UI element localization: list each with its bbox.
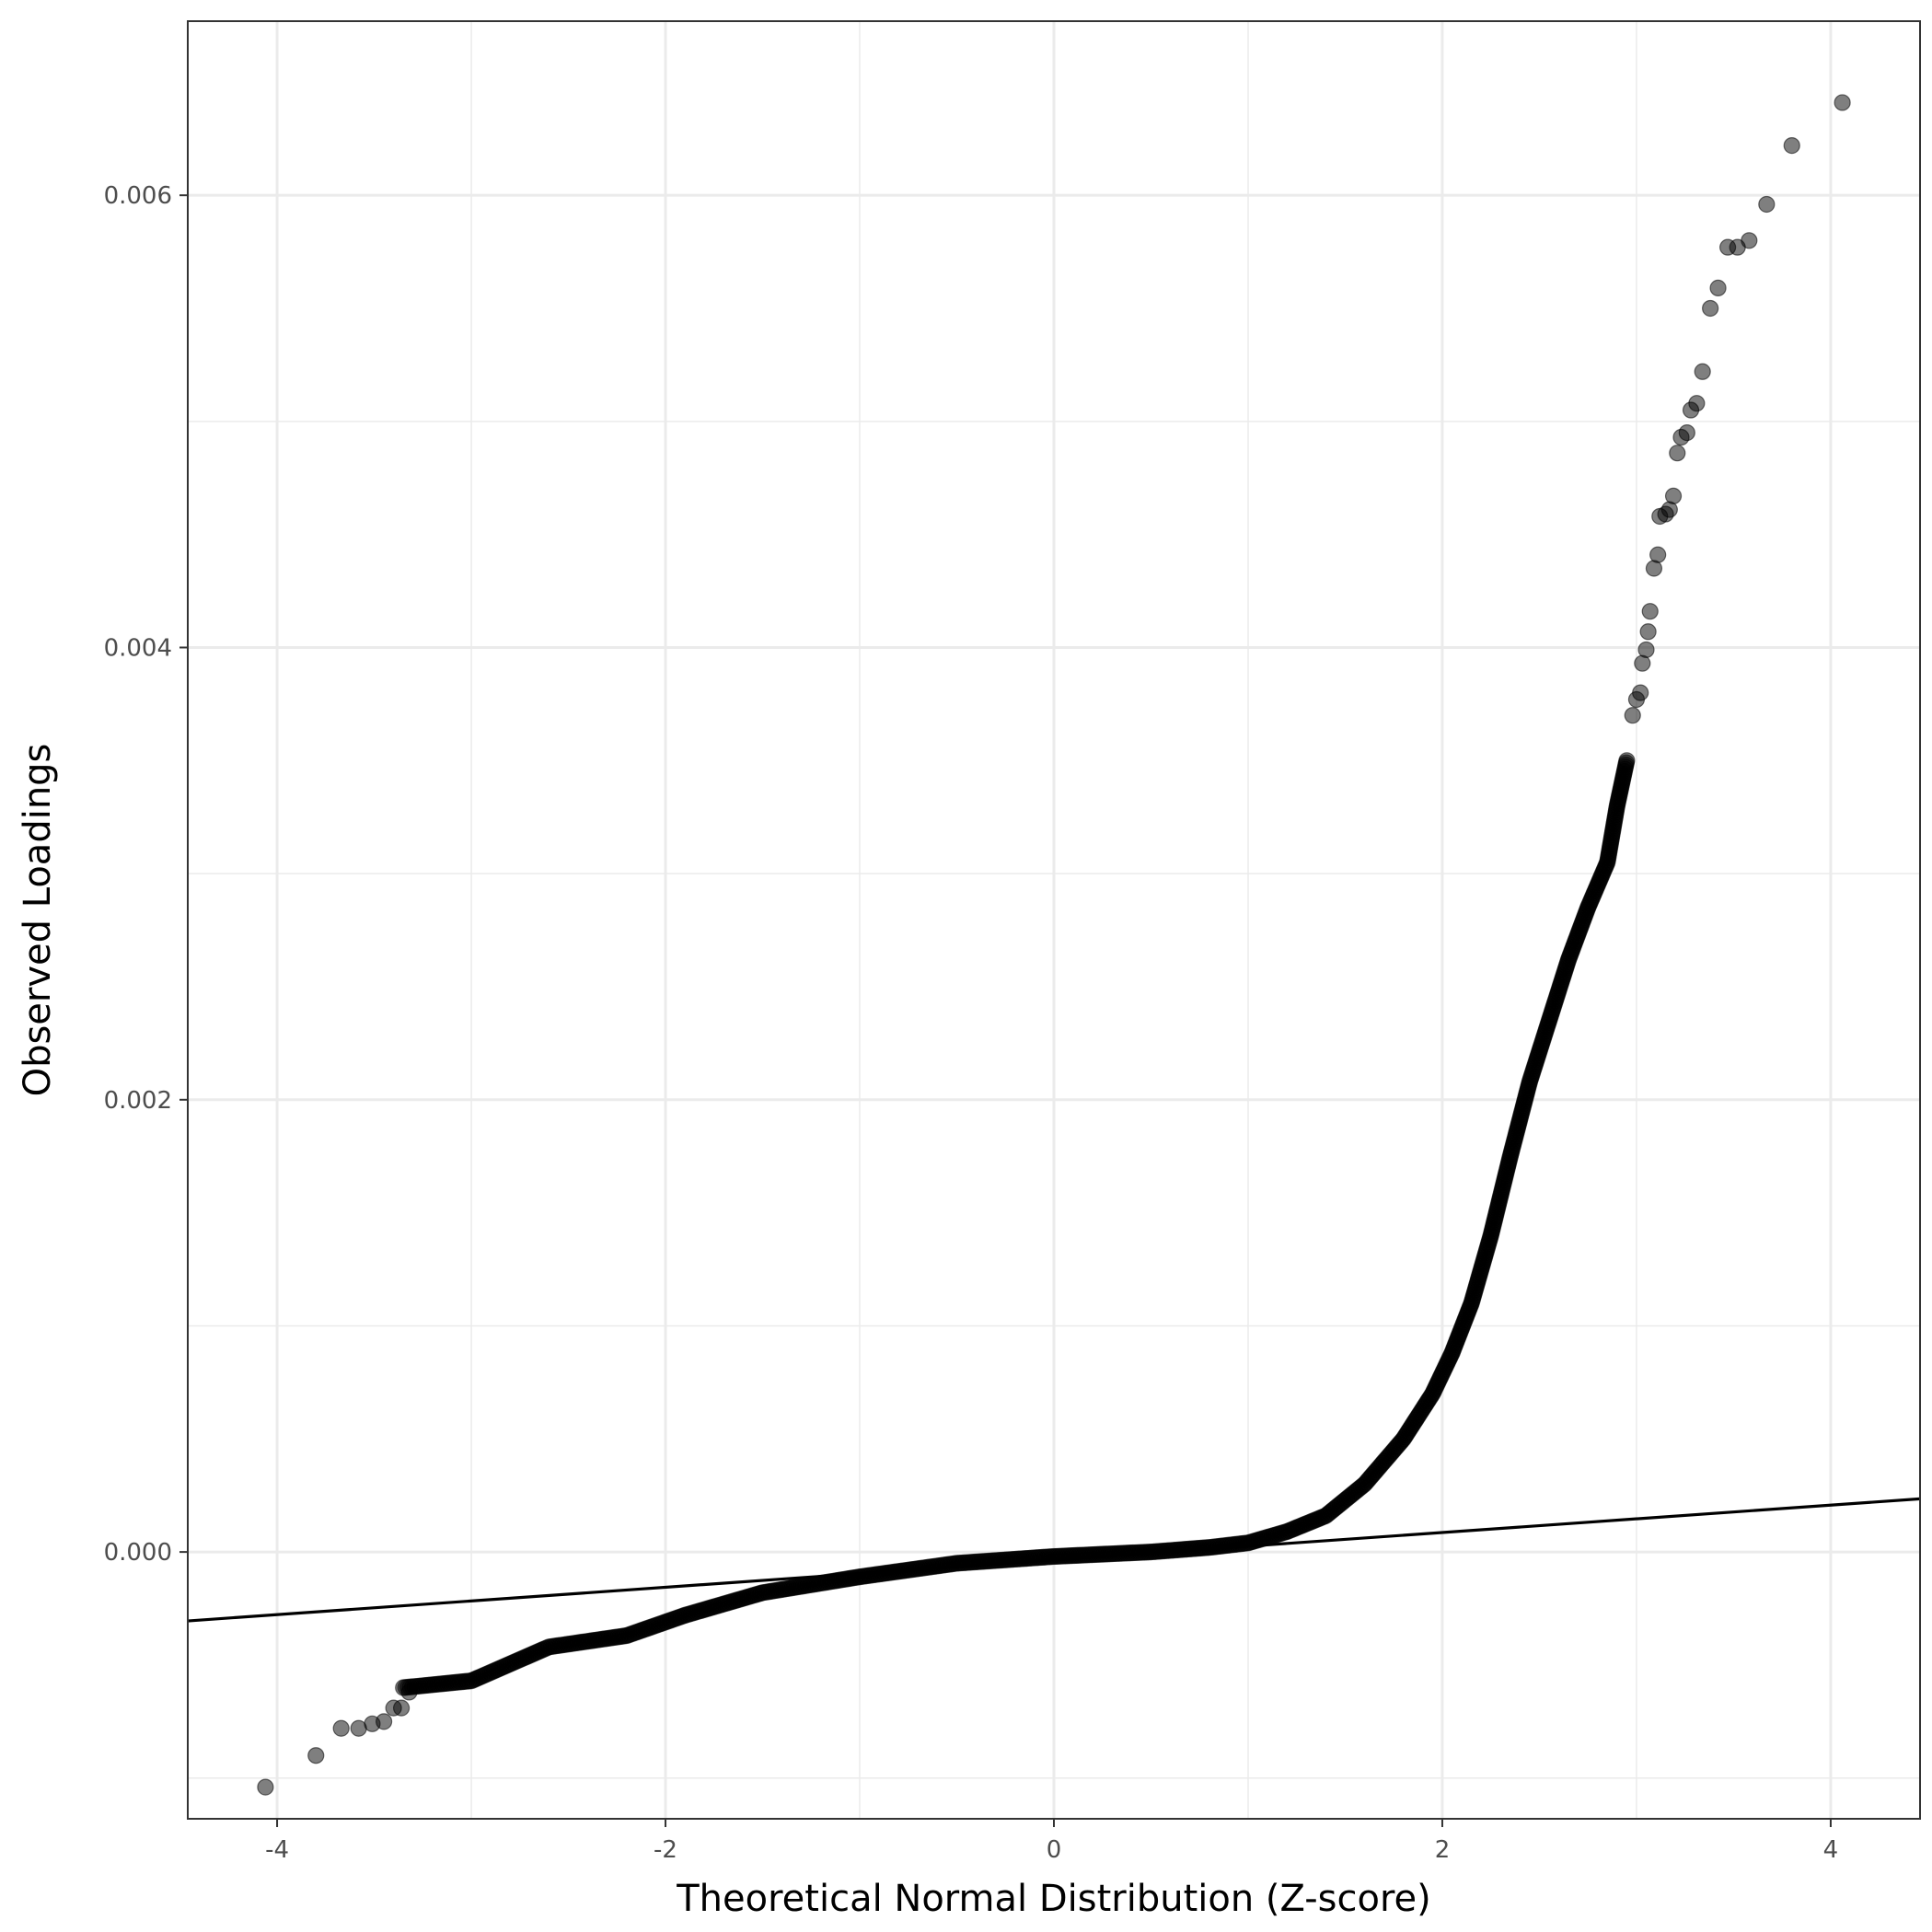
data-point [1834,94,1851,111]
data-point [1669,445,1686,462]
y-tick-label: 0.002 [104,1087,172,1115]
data-point [375,1713,393,1730]
x-axis-ticks: -4 -2 0 2 4 [265,1819,1838,1864]
data-point [1694,363,1711,380]
data-point [1688,395,1706,412]
data-point [1709,279,1727,296]
data-point [1758,195,1776,214]
y-axis-ticks: 0.000 0.002 0.004 0.006 [104,182,188,1567]
data-point [1641,603,1659,620]
data-point [1678,424,1695,442]
data-point [1632,684,1649,701]
data-points [257,94,1851,1796]
x-tick-label: 0 [1047,1836,1062,1864]
x-tick-label: 2 [1435,1836,1451,1864]
x-axis-title: Theoretical Normal Distribution (Z-score… [676,1878,1431,1920]
data-point [1664,487,1683,504]
data-point [1624,707,1641,724]
data-point [332,1719,350,1737]
data-point [307,1747,325,1764]
data-point [1637,641,1655,659]
data-point [1783,137,1800,155]
y-tick-label: 0.006 [104,182,172,210]
data-point [1741,232,1758,249]
data-point [400,1683,418,1701]
data-point [1618,752,1636,769]
x-tick-label: -4 [265,1836,289,1864]
data-point [1639,623,1657,641]
data-point [392,1699,411,1717]
y-tick-label: 0.000 [104,1539,172,1567]
y-axis-title: Observed Loadings [17,744,59,1097]
y-tick-label: 0.004 [104,634,172,662]
data-point [1702,299,1719,318]
data-point [257,1778,274,1796]
x-tick-label: 4 [1823,1836,1839,1864]
x-tick-label: -2 [654,1836,677,1864]
data-point [1649,546,1667,563]
